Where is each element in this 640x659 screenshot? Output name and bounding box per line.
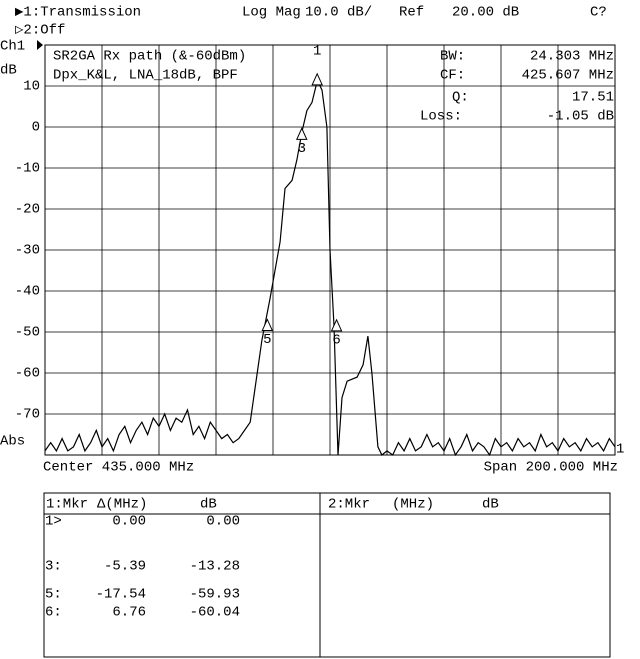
stat-value: 17.51 xyxy=(572,90,614,106)
table-cell: 0.00 xyxy=(112,514,146,530)
stat-value: 425.607 MHz xyxy=(522,68,614,84)
table-cell: 5: xyxy=(45,587,62,603)
scale-label: 10.0 dB/ xyxy=(305,5,372,21)
marker xyxy=(330,318,343,332)
stat-label: Q: xyxy=(452,90,469,106)
y-tick-label: -60 xyxy=(15,366,40,382)
channel2-label: ▷2:Off xyxy=(15,23,65,39)
annotation: Dpx_K&L, LNA_18dB, BPF xyxy=(53,68,238,84)
y-tick-label: -50 xyxy=(15,325,40,341)
channel1-label: ▶1:Transmission xyxy=(15,5,141,21)
ref-marker-label: 1 xyxy=(616,442,624,458)
marker-label: 6 xyxy=(332,333,340,349)
y-tick-label: 0 xyxy=(32,120,40,136)
marker-label: 5 xyxy=(263,332,271,348)
marker xyxy=(261,318,274,331)
table-cell: 0.00 xyxy=(206,514,240,530)
y-tick-label: -40 xyxy=(15,284,40,300)
table-header: (MHz) xyxy=(392,497,434,513)
table-cell: 3: xyxy=(45,559,62,575)
stat-label: CF: xyxy=(440,68,465,84)
marker-label: 3 xyxy=(298,141,306,157)
table-cell: -5.39 xyxy=(104,559,146,575)
marker-label: 1 xyxy=(313,44,321,60)
ref-value: 20.00 dB xyxy=(452,5,519,21)
y-tick-label: -30 xyxy=(15,243,40,259)
marker xyxy=(296,127,308,140)
trace xyxy=(44,77,616,457)
ref-arrow xyxy=(37,40,43,50)
stat-label: Loss: xyxy=(420,109,462,125)
table-cell: 6: xyxy=(45,605,62,621)
y-tick-label: -20 xyxy=(15,202,40,218)
table-cell: 1> xyxy=(45,514,62,530)
marker-table-frame xyxy=(43,492,611,658)
y-tick-label: 10 xyxy=(23,79,40,95)
ref-label: Ref xyxy=(399,5,424,21)
table-cell: -59.93 xyxy=(190,587,240,603)
stat-label: BW: xyxy=(440,49,465,65)
channel: Ch1 xyxy=(0,39,25,55)
table-cell: -17.54 xyxy=(96,587,146,603)
center-label: Center 435.000 MHz xyxy=(43,460,194,476)
annotation: SR2GA Rx path (&-60dBm) xyxy=(53,49,246,65)
y-label: dB xyxy=(0,63,17,79)
table-cell: 6.76 xyxy=(112,605,146,621)
scale-mode: Abs xyxy=(0,434,25,450)
marker xyxy=(311,72,323,86)
table-cell: -60.04 xyxy=(190,605,240,621)
table-header: dB xyxy=(200,497,217,513)
y-tick-label: -70 xyxy=(15,407,40,423)
stat-value: 24.303 MHz xyxy=(530,49,614,65)
stat-value: -1.05 dB xyxy=(547,109,614,125)
table-header: dB xyxy=(482,497,499,513)
format-label: Log Mag xyxy=(242,5,301,21)
table-header: 1:Mkr xyxy=(46,497,88,513)
status: C? xyxy=(590,5,607,21)
table-cell: -13.28 xyxy=(190,559,240,575)
table-header: 2:Mkr xyxy=(328,497,370,513)
y-tick-label: -10 xyxy=(15,161,40,177)
table-header: Δ(MHz) xyxy=(97,497,147,513)
span-label: Span 200.000 MHz xyxy=(484,460,618,476)
